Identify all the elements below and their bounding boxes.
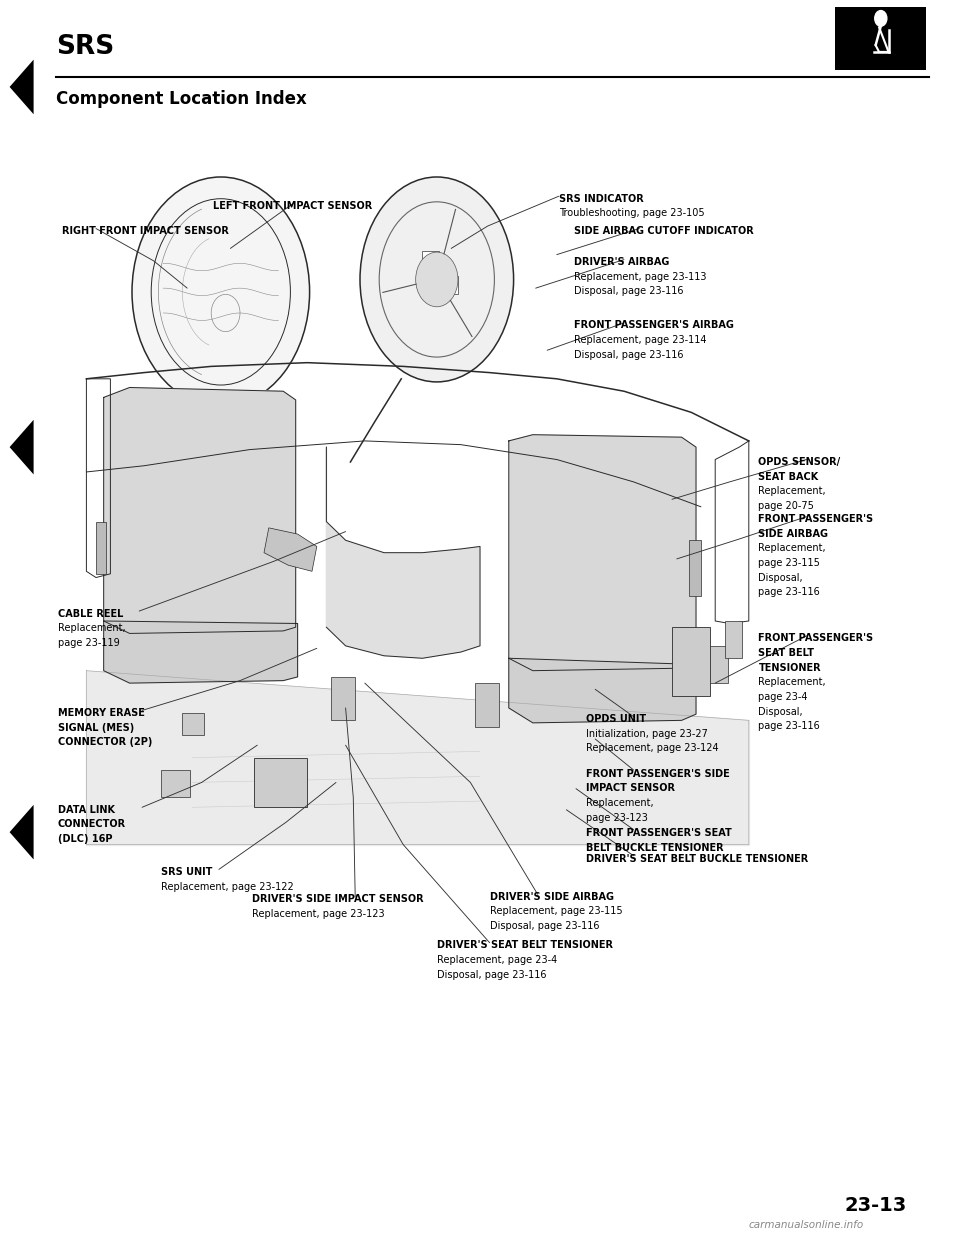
Bar [442,276,458,294]
Circle shape [875,11,887,26]
Text: CONNECTOR (2P): CONNECTOR (2P) [58,738,152,748]
Text: Replacement, page 23-113: Replacement, page 23-113 [574,272,707,282]
Bar [725,621,742,658]
Text: page 20-75: page 20-75 [758,501,814,510]
Text: SIDE AIRBAG: SIDE AIRBAG [758,529,828,539]
Ellipse shape [360,176,514,383]
Text: CONNECTOR: CONNECTOR [58,820,126,830]
Text: FRONT PASSENGER'S SEAT: FRONT PASSENGER'S SEAT [586,828,732,838]
Bar [422,276,439,294]
Ellipse shape [132,176,309,407]
Text: DRIVER'S AIRBAG: DRIVER'S AIRBAG [574,257,669,267]
Text: DRIVER'S SIDE AIRBAG: DRIVER'S SIDE AIRBAG [490,892,613,902]
Text: Disposal, page 23-116: Disposal, page 23-116 [574,287,684,297]
Text: page 23-119: page 23-119 [58,638,119,648]
Text: DRIVER'S SEAT BELT TENSIONER: DRIVER'S SEAT BELT TENSIONER [437,940,612,950]
Text: Replacement, page 23-4: Replacement, page 23-4 [437,955,557,965]
Bar [422,251,439,270]
Text: SRS UNIT: SRS UNIT [161,867,213,877]
Circle shape [416,252,458,307]
Text: CABLE REEL: CABLE REEL [58,609,123,619]
Polygon shape [326,447,480,658]
Text: Replacement, page 23-123: Replacement, page 23-123 [252,909,385,919]
Text: Disposal,: Disposal, [758,573,803,582]
Bar [710,646,728,683]
Bar [689,540,701,596]
Polygon shape [104,621,298,683]
Text: Replacement,: Replacement, [758,677,826,687]
Text: Initialization, page 23-27: Initialization, page 23-27 [586,729,708,739]
Text: Replacement, page 23-114: Replacement, page 23-114 [574,335,707,345]
Text: Disposal, page 23-116: Disposal, page 23-116 [437,970,546,980]
Text: Troubleshooting, page 23-105: Troubleshooting, page 23-105 [559,209,705,219]
Text: Replacement,: Replacement, [586,799,653,809]
Text: BELT BUCKLE TENSIONER: BELT BUCKLE TENSIONER [586,843,723,853]
Bar [835,7,926,70]
Text: SRS INDICATOR: SRS INDICATOR [559,194,643,204]
Text: FRONT PASSENGER'S: FRONT PASSENGER'S [758,514,874,524]
Text: Replacement, page 23-122: Replacement, page 23-122 [161,882,294,892]
Text: SIGNAL (MES): SIGNAL (MES) [58,723,133,733]
Polygon shape [10,60,34,114]
Bar [672,627,710,696]
Bar [96,522,106,574]
Text: page 23-115: page 23-115 [758,558,820,568]
Text: page 23-116: page 23-116 [758,722,820,732]
Bar [475,683,499,727]
Text: Replacement,: Replacement, [758,487,826,497]
Text: SRS: SRS [56,35,114,60]
Text: FRONT PASSENGER'S SIDE: FRONT PASSENGER'S SIDE [586,769,730,779]
Text: Disposal, page 23-116: Disposal, page 23-116 [490,922,599,932]
Polygon shape [104,388,296,633]
Polygon shape [10,420,34,474]
Polygon shape [86,671,749,845]
Text: MEMORY ERASE: MEMORY ERASE [58,708,144,718]
Text: Component Location Index: Component Location Index [56,91,306,108]
Polygon shape [509,435,696,671]
Text: SIDE AIRBAG CUTOFF INDICATOR: SIDE AIRBAG CUTOFF INDICATOR [574,226,754,236]
Text: SEAT BELT: SEAT BELT [758,648,814,658]
Text: page 23-4: page 23-4 [758,692,808,702]
Text: DRIVER'S SEAT BELT BUCKLE TENSIONER: DRIVER'S SEAT BELT BUCKLE TENSIONER [586,854,808,864]
Text: DATA LINK: DATA LINK [58,805,114,815]
Text: Replacement, page 23-115: Replacement, page 23-115 [490,907,622,917]
Text: FRONT PASSENGER'S AIRBAG: FRONT PASSENGER'S AIRBAG [574,320,734,330]
Polygon shape [10,805,34,859]
Text: LEFT FRONT IMPACT SENSOR: LEFT FRONT IMPACT SENSOR [213,201,372,211]
Text: SEAT BACK: SEAT BACK [758,472,819,482]
Text: OPDS UNIT: OPDS UNIT [586,714,646,724]
Bar [161,770,190,797]
Text: Disposal, page 23-116: Disposal, page 23-116 [574,350,684,360]
Text: Disposal,: Disposal, [758,707,803,717]
Text: page 23-116: page 23-116 [758,587,820,597]
Polygon shape [509,658,696,723]
Text: page 23-123: page 23-123 [586,812,647,822]
Text: DRIVER'S SIDE IMPACT SENSOR: DRIVER'S SIDE IMPACT SENSOR [252,894,424,904]
Text: FRONT PASSENGER'S: FRONT PASSENGER'S [758,633,874,643]
Polygon shape [264,528,317,571]
Text: (DLC) 16P: (DLC) 16P [58,835,112,845]
Text: carmanualsonline.info: carmanualsonline.info [749,1220,864,1230]
Text: Replacement,: Replacement, [58,623,125,633]
Bar [254,758,307,807]
Text: OPDS SENSOR/: OPDS SENSOR/ [758,457,841,467]
Text: RIGHT FRONT IMPACT SENSOR: RIGHT FRONT IMPACT SENSOR [62,226,229,236]
Text: Replacement, page 23-124: Replacement, page 23-124 [586,744,718,754]
Bar [182,713,204,735]
Text: 23-13: 23-13 [845,1196,907,1215]
Text: IMPACT SENSOR: IMPACT SENSOR [586,784,675,794]
Text: TENSIONER: TENSIONER [758,663,821,673]
Text: Replacement,: Replacement, [758,544,826,554]
Bar [331,677,355,720]
